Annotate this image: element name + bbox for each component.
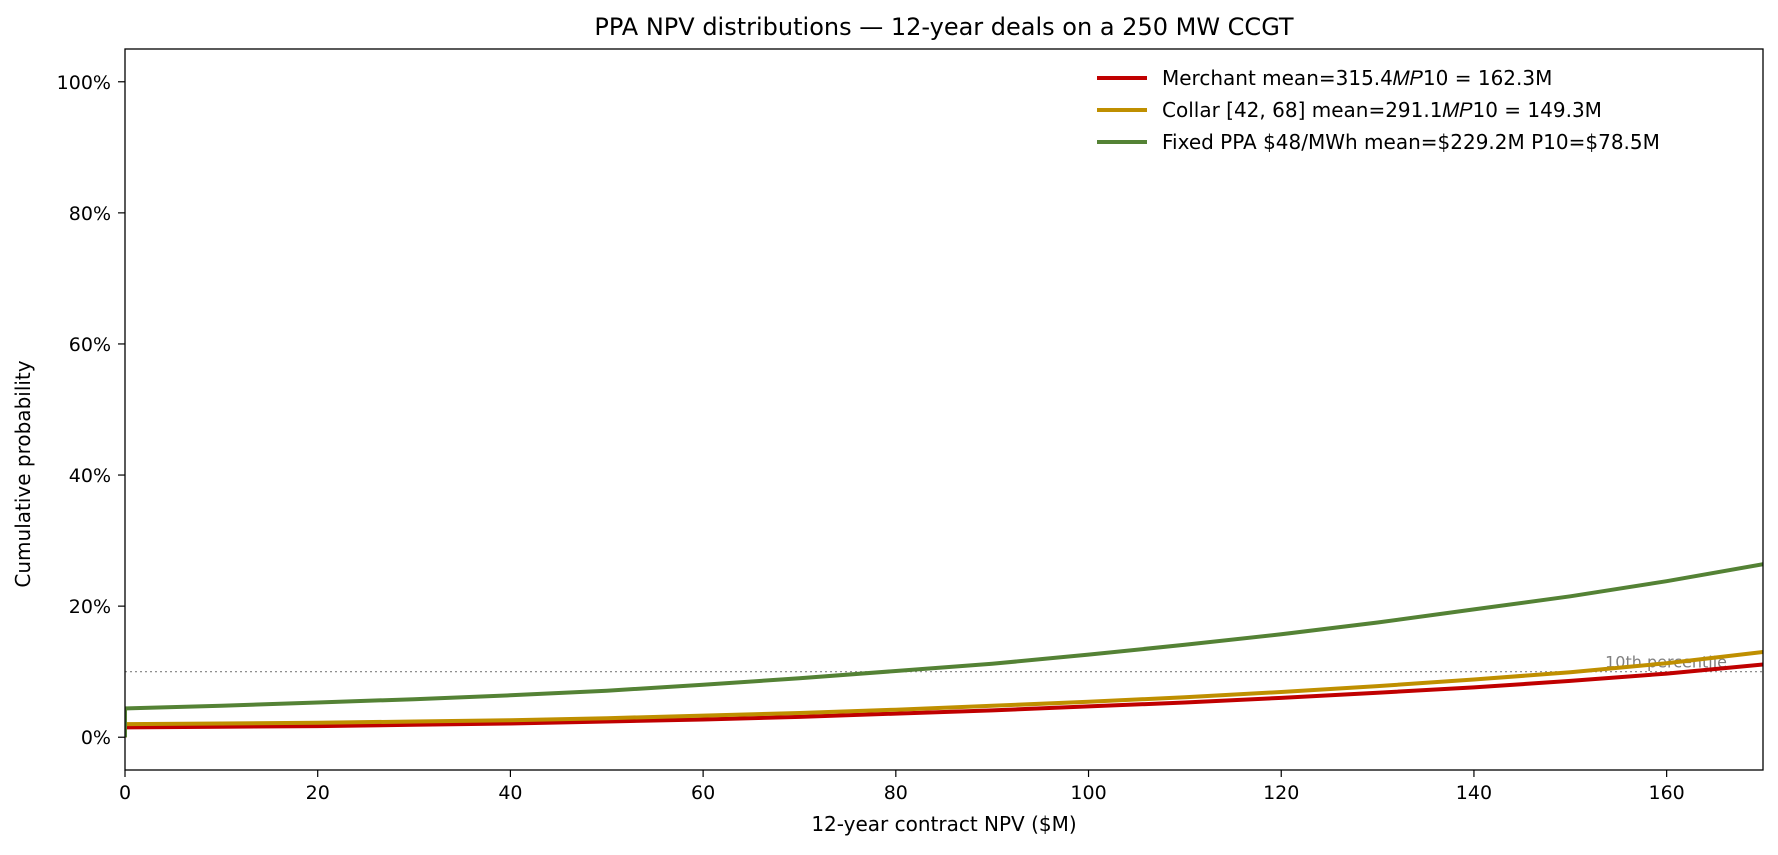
x-tick-label: 120 (1263, 782, 1299, 804)
series-group (125, 562, 1763, 738)
x-tick-label: 80 (884, 782, 908, 804)
legend-item-collar: Collar [42, 68] mean=291.1𝑀𝑃10 = 149.3M (1097, 98, 1602, 122)
x-tick-label: 140 (1456, 782, 1492, 804)
y-tick-label: 40% (69, 465, 111, 487)
chart-title: PPA NPV distributions — 12-year deals on… (594, 13, 1294, 41)
legend: Merchant mean=315.4𝑀𝑃10 = 162.3M Collar [… (1097, 66, 1660, 154)
x-tick-label: 0 (119, 782, 131, 804)
series-line-merchant (125, 662, 1763, 738)
x-tick-label: 60 (691, 782, 715, 804)
x-tick-label: 160 (1649, 782, 1685, 804)
y-tick-label: 60% (69, 334, 111, 356)
axes-group: 0 20 40 60 80 100 120 140 160 0% 20% 40% 60% 80% 100% (57, 48, 1764, 804)
legend-label: Fixed PPA $48/MWh mean=$229.2M P10=$78.5… (1162, 130, 1660, 154)
legend-label: Merchant mean=315.4𝑀𝑃10 = 162.3M (1162, 66, 1552, 90)
legend-label: Collar [42, 68] mean=291.1𝑀𝑃10 = 149.3M (1162, 98, 1602, 122)
y-tick-label: 100% (57, 72, 111, 94)
series-line-collar (125, 650, 1763, 738)
y-tick-label: 20% (69, 596, 111, 618)
x-tick-label: 100 (1070, 782, 1106, 804)
y-axis-label: Cumulative probability (11, 360, 35, 587)
plot-frame (124, 48, 1764, 771)
legend-item-merchant: Merchant mean=315.4𝑀𝑃10 = 162.3M (1097, 66, 1552, 90)
legend-item-fixed-ppa: Fixed PPA $48/MWh mean=$229.2M P10=$78.5… (1097, 130, 1660, 154)
y-tick-label: 0% (81, 727, 111, 749)
x-axis-label: 12-year contract NPV ($M) (811, 812, 1076, 836)
y-tick-label: 80% (69, 203, 111, 225)
series-line-fixed-ppa (125, 562, 1763, 738)
x-tick-label: 20 (306, 782, 330, 804)
x-tick-label: 40 (498, 782, 522, 804)
